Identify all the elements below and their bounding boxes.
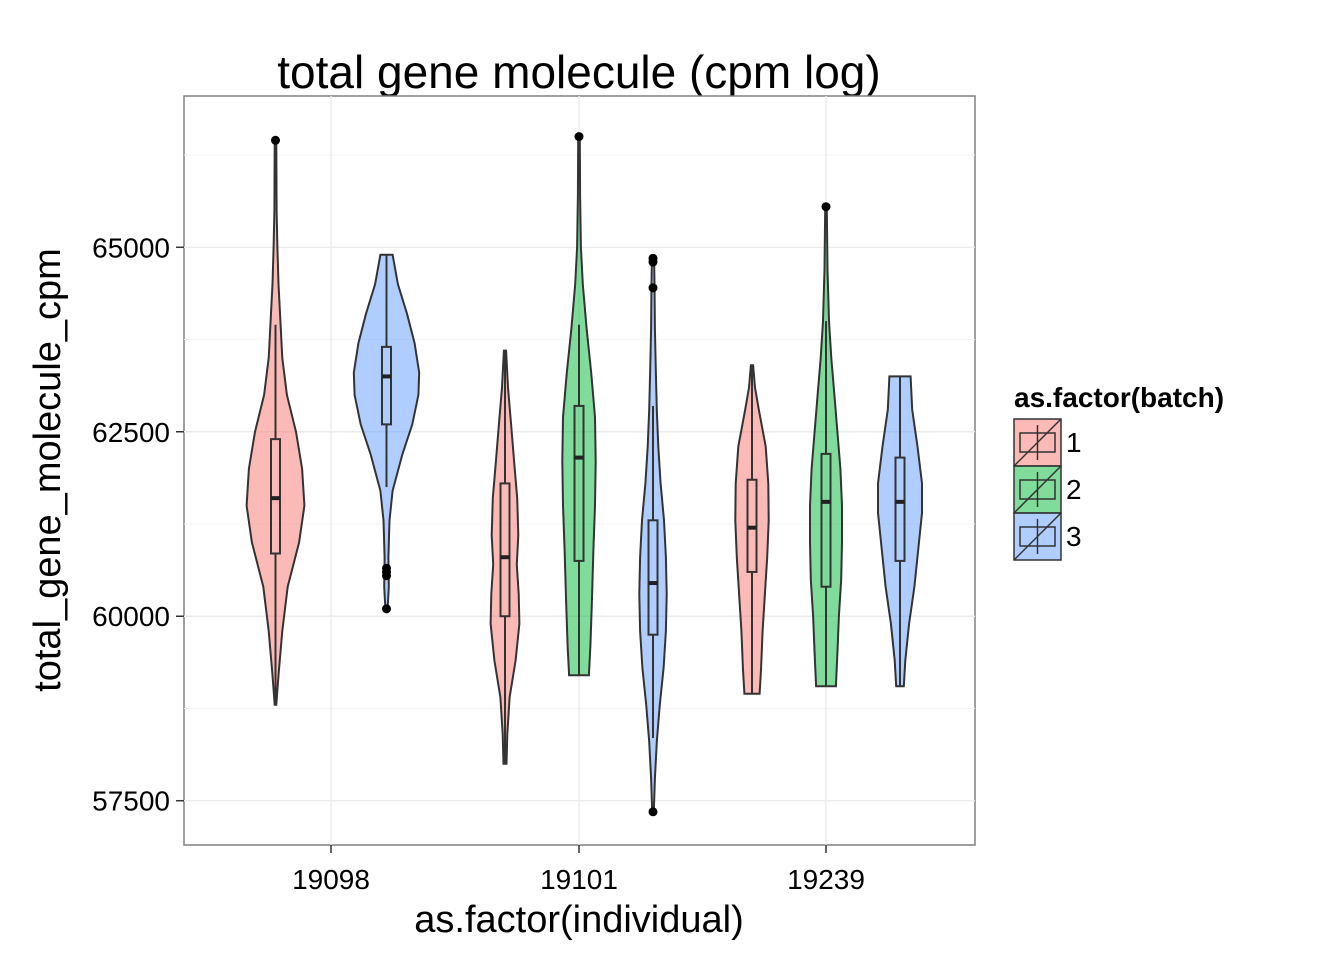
x-tick-label: 19101 — [540, 864, 618, 895]
violin-group — [809, 202, 843, 688]
outlier-point — [648, 283, 658, 293]
y-tick-label: 65000 — [92, 232, 170, 263]
outlier-point — [271, 135, 280, 145]
violin-group — [245, 135, 306, 706]
y-tick-label: 60000 — [92, 601, 170, 632]
x-axis-title: as.factor(individual) — [414, 899, 743, 941]
violin-group — [877, 375, 923, 688]
x-tick-label: 19239 — [787, 864, 865, 895]
box — [381, 345, 392, 426]
y-tick-label: 57500 — [92, 786, 170, 817]
legend-key-box — [1019, 526, 1056, 547]
outlier-point — [382, 604, 391, 614]
outlier-point — [648, 253, 658, 263]
outlier-point — [821, 202, 831, 212]
violin-group — [489, 349, 521, 765]
legend-item: 1 — [1013, 418, 1082, 467]
box — [820, 452, 832, 588]
legend-label: 2 — [1066, 474, 1082, 505]
violin-group — [638, 253, 668, 817]
y-axis-title: total_gene_molecule_cpm — [27, 248, 69, 692]
y-tick-label: 62500 — [92, 417, 170, 448]
y-axis: 57500 60000 62500 65000 — [92, 232, 184, 817]
box — [894, 456, 906, 562]
legend: as.factor(batch) 1 2 3 — [1013, 382, 1224, 561]
chart-title: total gene molecule (cpm log) — [277, 46, 880, 98]
legend-key-box — [1019, 432, 1056, 453]
x-tick-label: 19098 — [292, 864, 370, 895]
legend-item: 3 — [1013, 512, 1082, 561]
box — [647, 519, 659, 636]
legend-item: 2 — [1013, 465, 1082, 514]
box — [499, 482, 511, 618]
legend-title: as.factor(batch) — [1014, 382, 1224, 413]
legend-label: 3 — [1066, 521, 1082, 552]
legend-key-box — [1019, 479, 1056, 500]
outlier-point — [382, 563, 391, 573]
box — [573, 404, 585, 562]
violin-group — [734, 364, 770, 695]
violin-group — [352, 253, 421, 614]
violins — [245, 132, 923, 817]
legend-label: 1 — [1066, 427, 1082, 458]
x-axis: 19098 19101 19239 — [292, 845, 865, 895]
violin-shape — [877, 375, 923, 688]
violin-group — [561, 132, 597, 677]
outlier-point — [648, 807, 658, 817]
outlier-point — [574, 132, 584, 142]
